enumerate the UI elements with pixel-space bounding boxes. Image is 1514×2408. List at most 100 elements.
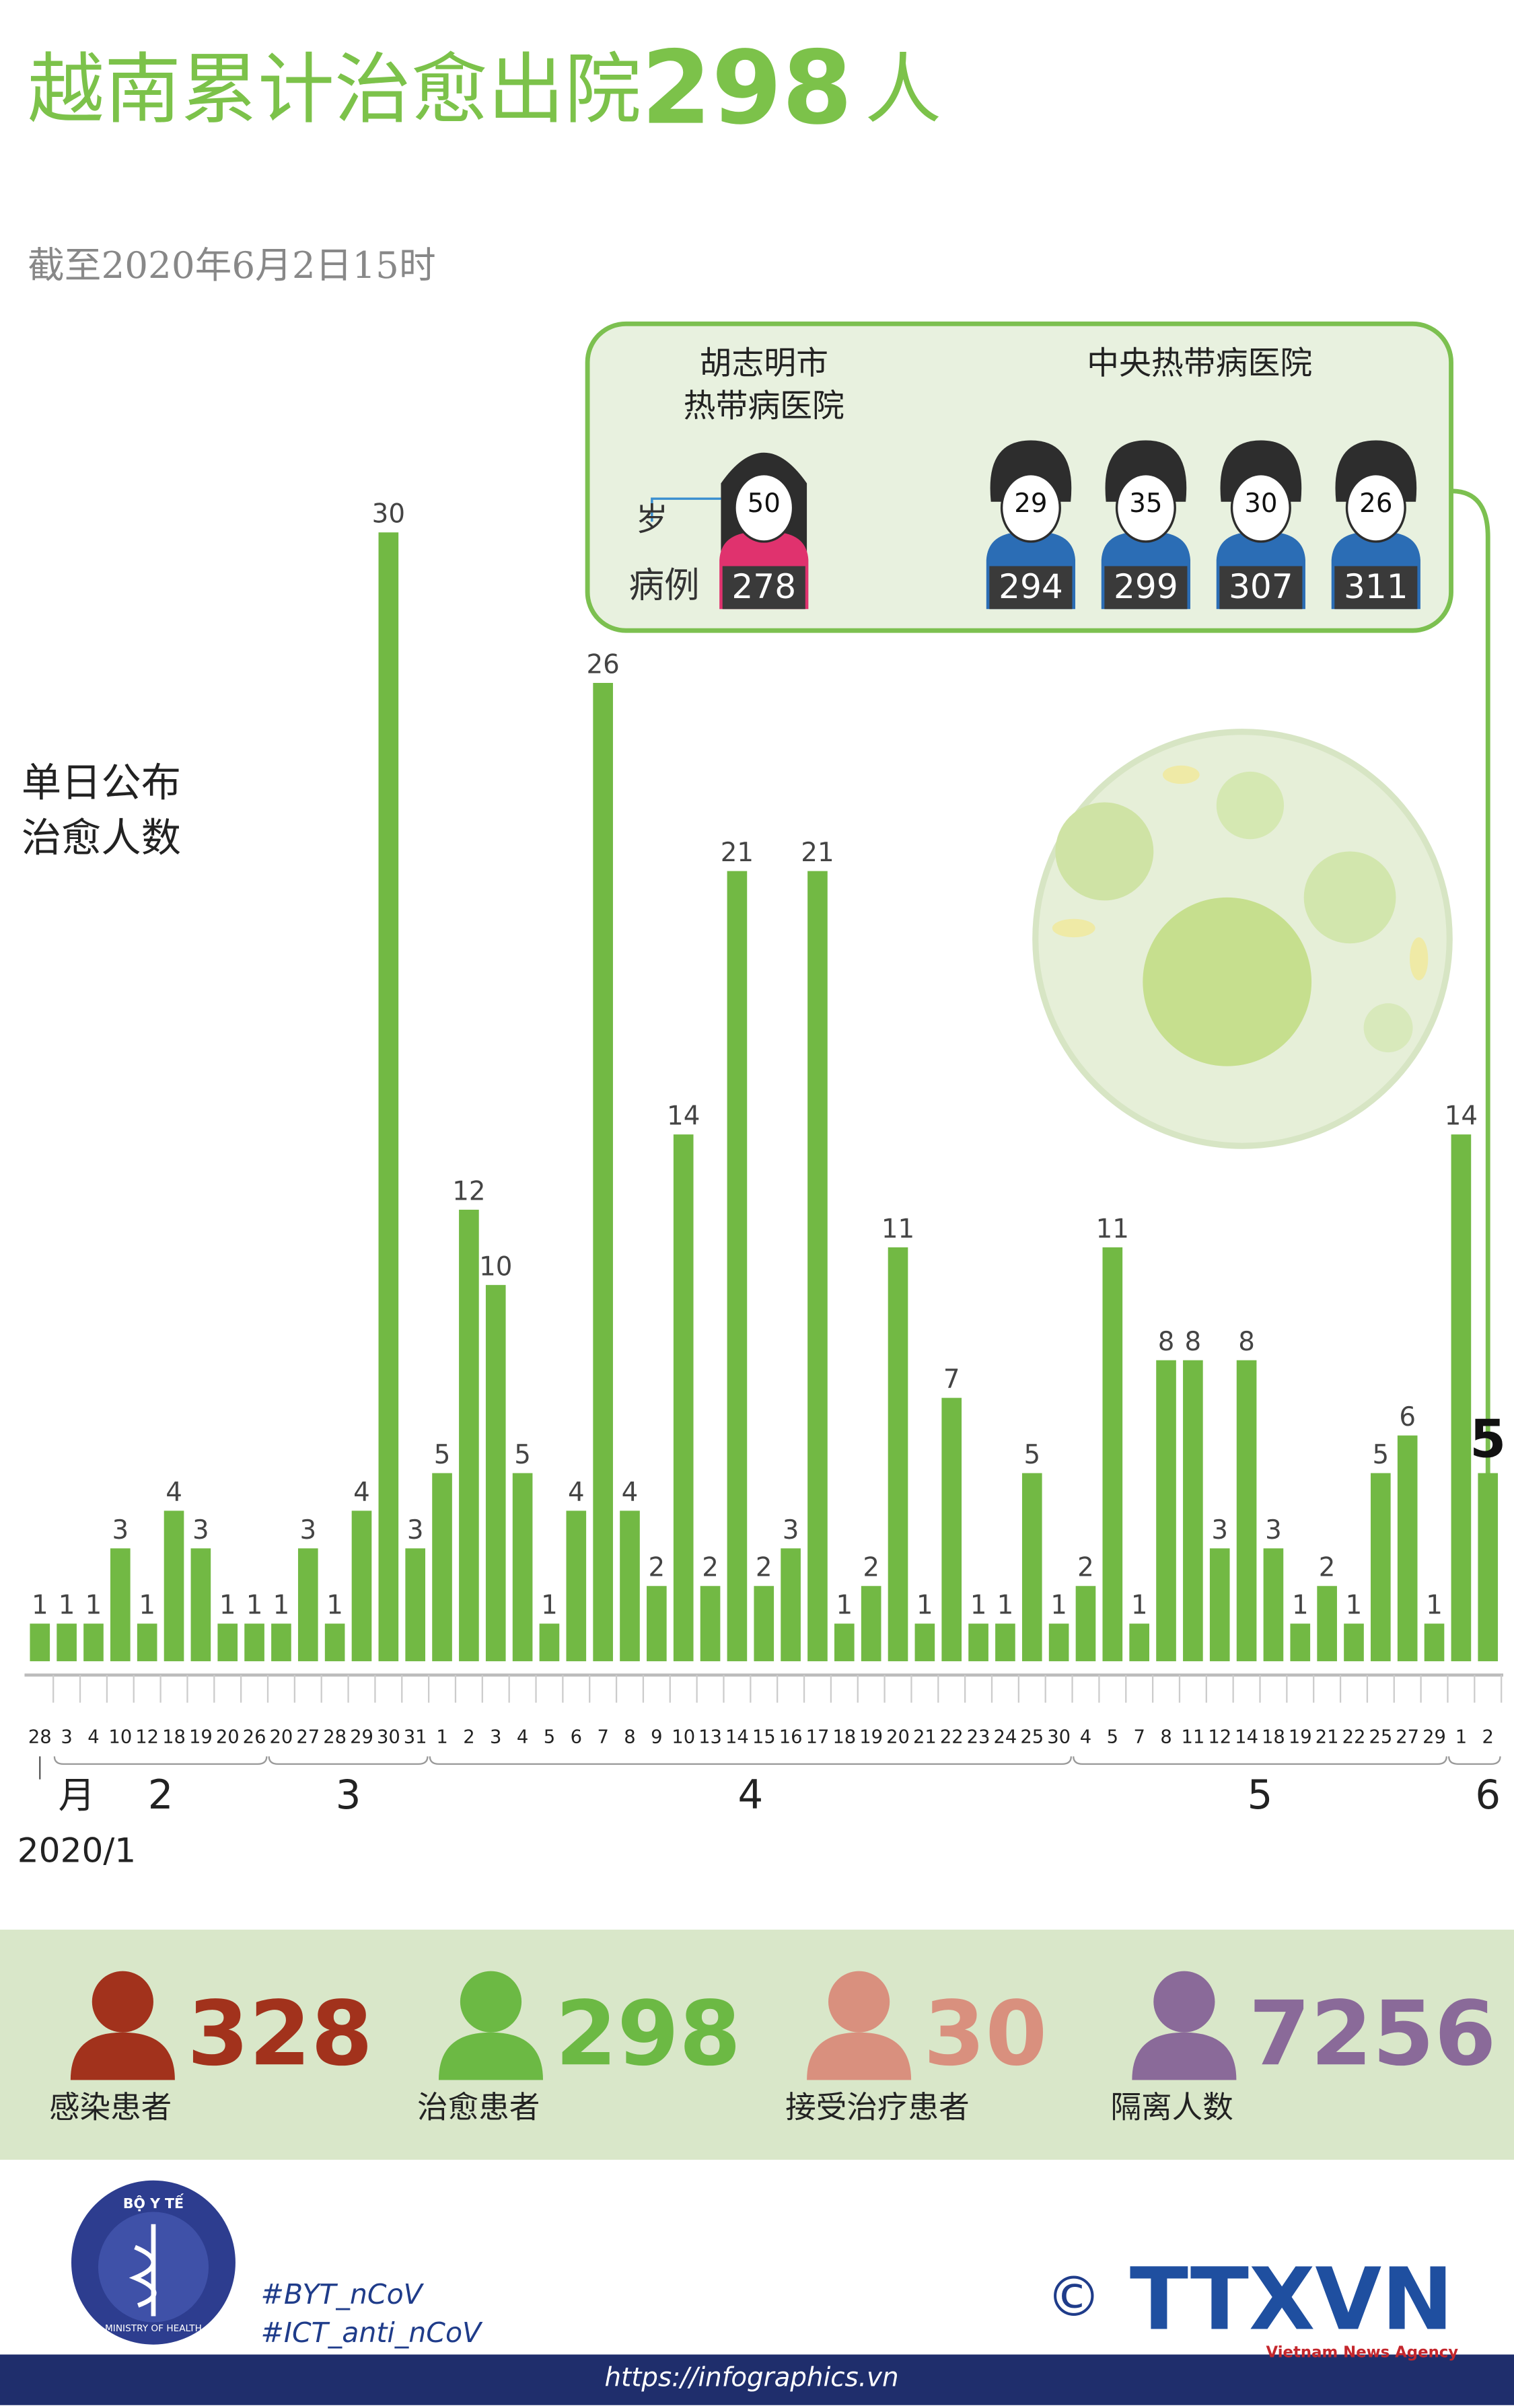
case-box — [1219, 566, 1303, 610]
bar — [539, 1623, 560, 1662]
bar — [1478, 1473, 1499, 1662]
title-text: 越南累计治愈出院 — [28, 45, 641, 135]
bar — [137, 1623, 157, 1662]
copyright: © — [1046, 2265, 1102, 2329]
x-tick-label: 11 — [1181, 1727, 1204, 1748]
value-label: 14 — [667, 1101, 700, 1132]
bar — [754, 1586, 774, 1662]
month-bracket — [53, 1756, 268, 1765]
value-label: 26 — [586, 649, 619, 680]
bar — [1236, 1360, 1257, 1662]
value-label: 3 — [1211, 1515, 1228, 1545]
bar — [1263, 1548, 1284, 1662]
stat-icon-head — [1153, 1971, 1215, 2033]
bar — [834, 1623, 855, 1662]
value-label: 4 — [166, 1477, 182, 1508]
age: 29 — [1014, 488, 1047, 519]
x-tick-label: 3 — [490, 1727, 501, 1748]
stat-icon-body — [807, 2032, 912, 2080]
bar — [566, 1510, 587, 1662]
value-label: 1 — [1346, 1591, 1363, 1621]
x-tick-label: 4 — [1080, 1727, 1091, 1748]
bar — [217, 1623, 238, 1662]
x-tick-label: 2 — [463, 1727, 474, 1748]
value-label: 8 — [1238, 1327, 1255, 1357]
x-tick-label: 20 — [216, 1727, 240, 1748]
face — [733, 472, 795, 543]
x-tick-label: 19 — [1289, 1727, 1312, 1748]
value-label: 3 — [407, 1515, 424, 1545]
bar — [968, 1623, 988, 1662]
stat-icon-head — [828, 1971, 890, 2033]
value-label: 21 — [801, 838, 834, 868]
value-label: 5 — [1470, 1409, 1506, 1469]
value-label: 8 — [1185, 1327, 1202, 1357]
value-label: 3 — [299, 1515, 316, 1545]
x-tick-label: 6 — [571, 1727, 582, 1748]
stat-icon-body — [1132, 2032, 1237, 2080]
age-unit: 岁 — [636, 501, 668, 538]
x-tick-label: 27 — [296, 1727, 320, 1748]
month-label: 4 — [737, 1772, 763, 1818]
value-label: 2 — [649, 1553, 665, 1583]
value-label: 11 — [1096, 1214, 1129, 1244]
x-tick-label: 12 — [1208, 1727, 1231, 1748]
x-tick-label: 30 — [377, 1727, 400, 1748]
case-box — [722, 566, 805, 610]
stat-label: 感染患者 — [49, 2089, 172, 2125]
x-tick-label: 18 — [1262, 1727, 1285, 1748]
month-label: 5 — [1248, 1772, 1273, 1818]
x-tick-label: 17 — [806, 1727, 830, 1748]
x-tick-label: 2 — [1482, 1727, 1494, 1748]
x-tick-label: 20 — [886, 1727, 910, 1748]
bar — [1102, 1247, 1123, 1662]
x-tick-label: 26 — [243, 1727, 266, 1748]
value-label: 6 — [1399, 1402, 1416, 1432]
x-tick-label: 8 — [624, 1727, 635, 1748]
bar — [1156, 1360, 1176, 1662]
bar — [459, 1209, 479, 1662]
x-tick-label: 30 — [1047, 1727, 1071, 1748]
bar — [1290, 1623, 1311, 1662]
bar — [30, 1623, 50, 1662]
title: 越南累计治愈出院298 人 — [28, 30, 941, 147]
bar — [1317, 1586, 1337, 1662]
month-bracket — [1448, 1756, 1501, 1765]
bar — [83, 1623, 104, 1662]
bar — [781, 1548, 801, 1662]
hospital-name: 胡志明市 — [700, 345, 828, 382]
value-label: 1 — [836, 1591, 853, 1621]
value-label: 1 — [85, 1591, 102, 1621]
bar — [620, 1510, 640, 1662]
bar — [861, 1586, 881, 1662]
value-label: 1 — [139, 1591, 155, 1621]
month-bracket — [268, 1756, 429, 1765]
bar — [324, 1623, 345, 1662]
year-label: 2020/1 — [17, 1831, 136, 1870]
value-label: 30 — [372, 499, 405, 530]
bar — [1075, 1586, 1096, 1662]
x-tick-label: 12 — [135, 1727, 159, 1748]
value-label: 2 — [702, 1553, 719, 1583]
value-label: 5 — [1023, 1440, 1040, 1470]
bar — [164, 1510, 184, 1662]
x-tick-label: 13 — [698, 1727, 722, 1748]
bar — [995, 1623, 1015, 1662]
month-label: 月 — [59, 1774, 96, 1817]
bar — [1451, 1134, 1472, 1662]
bar — [378, 532, 399, 1662]
value-label: 4 — [622, 1477, 639, 1508]
x-tick-label: 20 — [270, 1727, 293, 1748]
title-unit: 人 — [865, 45, 941, 135]
x-tick-label: 14 — [1235, 1727, 1258, 1748]
x-tick-label: 7 — [597, 1727, 608, 1748]
agency: TTXVN — [1130, 2251, 1453, 2350]
age: 35 — [1129, 488, 1162, 519]
bar — [1209, 1548, 1230, 1662]
value-label: 1 — [273, 1591, 290, 1621]
connector — [1451, 488, 1490, 1481]
title-number: 298 — [641, 30, 853, 147]
bar — [673, 1134, 694, 1662]
value-label: 1 — [997, 1591, 1014, 1621]
case-box — [989, 566, 1073, 610]
